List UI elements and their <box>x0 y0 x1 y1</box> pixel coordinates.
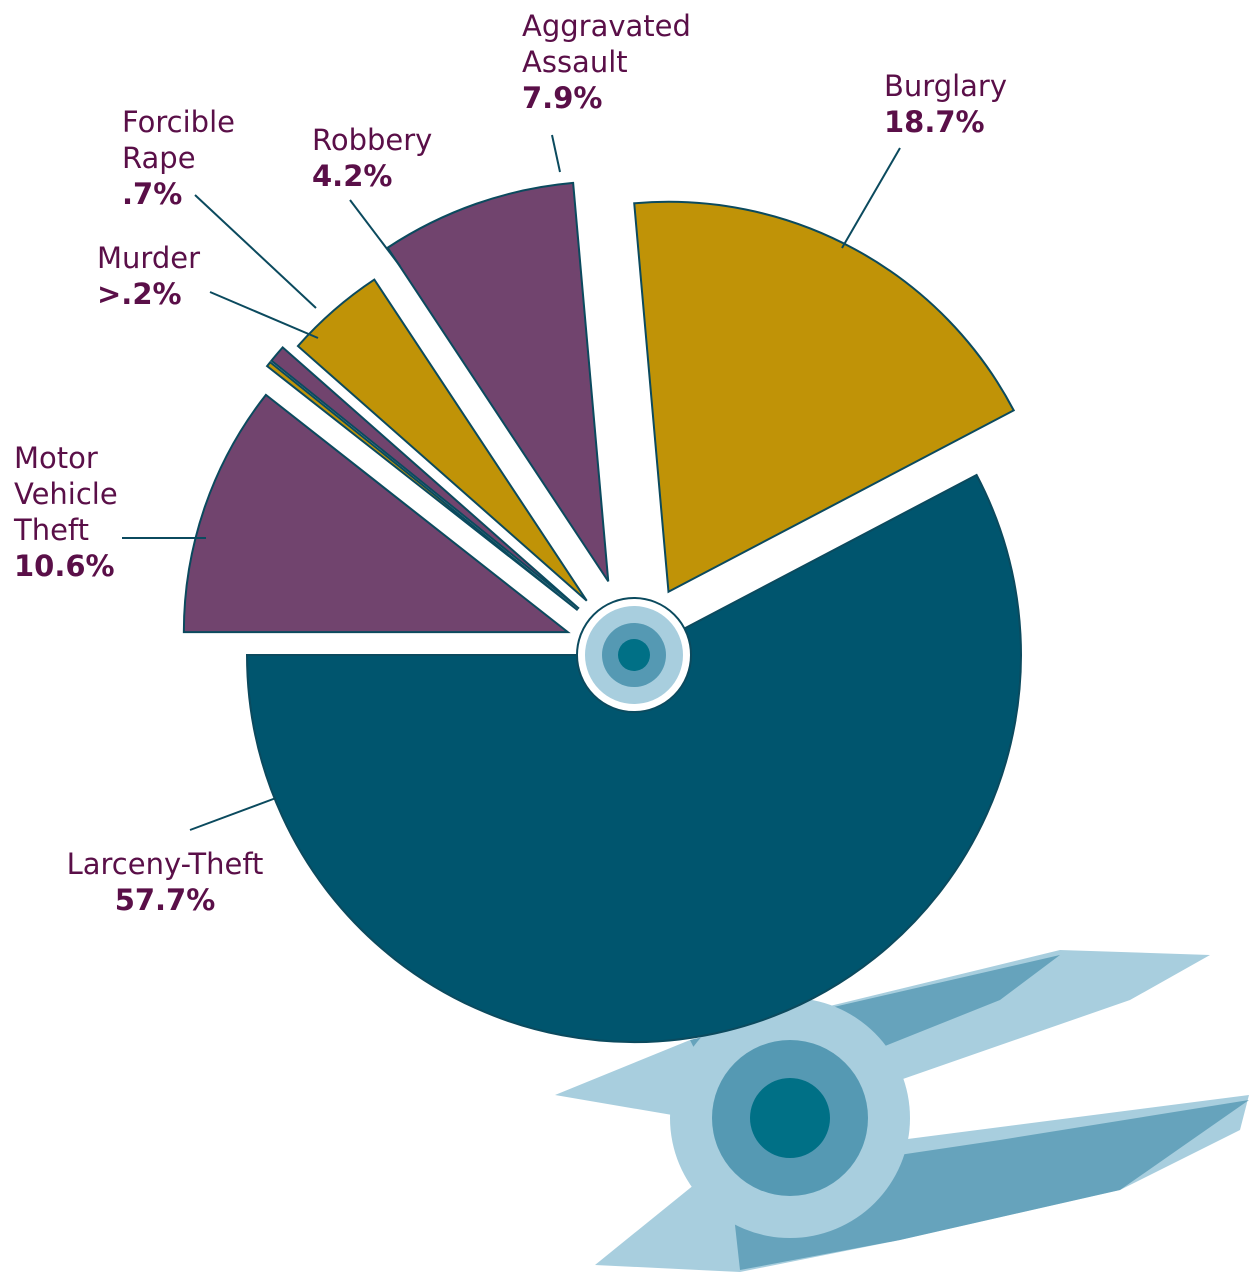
category-label: Murder <box>97 240 237 276</box>
category-label: Larceny-Theft <box>50 846 280 882</box>
value-label: 4.2% <box>312 158 472 194</box>
leader-line <box>350 200 400 266</box>
category-label: Forcible Rape <box>122 104 262 176</box>
value-label: .7% <box>122 176 262 212</box>
value-label: 10.6% <box>14 548 144 584</box>
value-label: 57.7% <box>50 882 280 918</box>
slice-label: Forcible Rape.7% <box>122 104 262 212</box>
page: Larceny-Theft57.7% Burglary18.7% Aggravate… <box>0 0 1249 1278</box>
value-label: >.2% <box>97 276 237 312</box>
value-label: 7.9% <box>522 80 722 116</box>
leader-line <box>190 798 276 830</box>
slice-label: Murder>.2% <box>97 240 237 312</box>
leader-line <box>552 135 560 172</box>
category-label: Robbery <box>312 122 472 158</box>
leader-line <box>842 148 900 248</box>
category-label: Burglary <box>884 68 1044 104</box>
category-label: Aggravated Assault <box>522 8 722 80</box>
category-label: Motor Vehicle Theft <box>14 440 144 548</box>
hub <box>577 598 691 712</box>
value-label: 18.7% <box>884 104 1044 140</box>
